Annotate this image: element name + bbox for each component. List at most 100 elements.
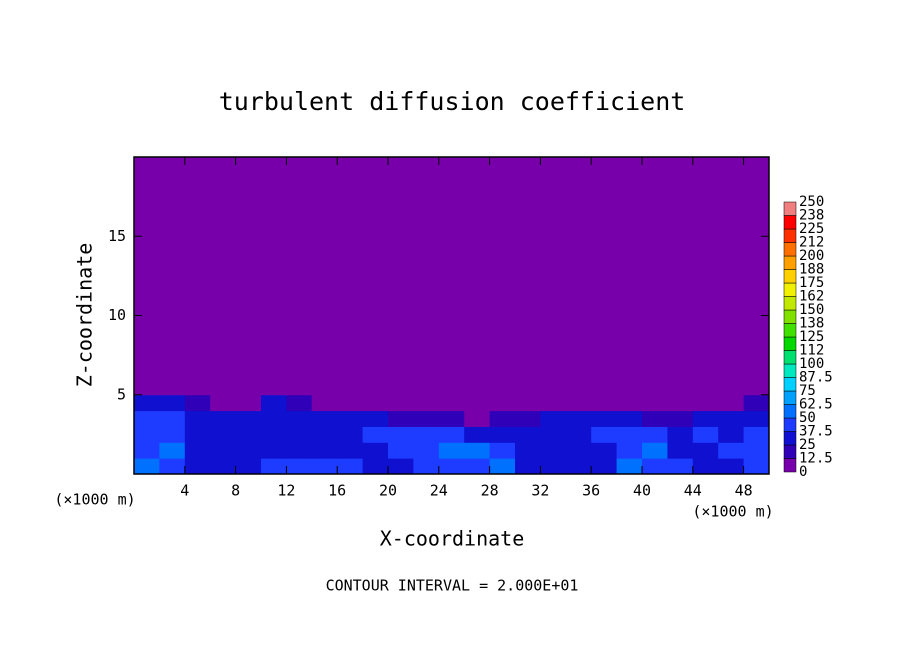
field-cell: [540, 442, 567, 459]
colorbar-swatch: [783, 431, 797, 446]
colorbar-label: 25: [799, 437, 816, 453]
x-tick-label: 8: [231, 482, 240, 500]
colorbar-swatch: [783, 215, 797, 230]
field-cell: [718, 394, 745, 412]
field-cell: [362, 157, 389, 396]
field-cell: [311, 442, 338, 459]
field-cell: [540, 426, 567, 443]
colorbar-label: 125: [799, 329, 824, 345]
field-cell: [464, 458, 491, 475]
field-cell: [438, 442, 465, 459]
field-cell: [235, 410, 262, 427]
field-cell: [667, 410, 694, 427]
field-cell: [464, 426, 491, 443]
field-cell: [565, 157, 592, 396]
colorbar-label: 0: [799, 464, 807, 480]
field-cell: [743, 458, 770, 475]
field-cell: [692, 426, 719, 443]
field-cell: [286, 458, 313, 475]
field-cell: [489, 157, 516, 396]
x-unit-label: (×1000 m): [692, 503, 773, 521]
field-cell: [261, 157, 287, 396]
field-cell: [134, 458, 160, 475]
field-cell: [438, 157, 465, 396]
colorbar-swatch: [783, 444, 797, 459]
field-cell: [337, 157, 364, 396]
colorbar-label: 75: [799, 383, 816, 399]
field-cell: [515, 157, 541, 396]
field-cell: [184, 426, 211, 443]
colorbar-swatch: [783, 201, 797, 216]
field-cell: [464, 410, 491, 427]
x-tick-label: 4: [180, 482, 189, 500]
y-tick-label: 10: [108, 306, 126, 324]
field-cell: [489, 442, 516, 459]
colorbar-swatch: [783, 363, 797, 378]
field-cell: [337, 410, 364, 427]
field-cell: [591, 157, 618, 396]
field-cell: [261, 394, 287, 412]
field-cell: [159, 458, 186, 475]
field-cell: [591, 458, 618, 475]
field-cell: [235, 442, 262, 459]
colorbar-swatch: [783, 255, 797, 270]
field-cell: [413, 157, 440, 396]
field-cell: [667, 157, 694, 396]
field-cell: [616, 410, 643, 427]
field-cell: [261, 410, 287, 427]
x-tick-label: 32: [531, 482, 549, 500]
field-cell: [591, 410, 618, 427]
field-cell: [159, 157, 186, 396]
field-cell: [261, 458, 287, 475]
field-cell: [235, 426, 262, 443]
field-cell: [565, 442, 592, 459]
field-cell: [438, 458, 465, 475]
field-cell: [743, 426, 770, 443]
x-tick-label: 48: [735, 482, 753, 500]
colorbar-swatch: [783, 404, 797, 419]
field-cell: [362, 410, 389, 427]
field-cell: [337, 394, 364, 412]
field-cell: [515, 458, 541, 475]
field-cell: [286, 442, 313, 459]
field-cell: [337, 442, 364, 459]
field-cell: [642, 442, 668, 459]
field-cell: [591, 426, 618, 443]
x-tick-label: 20: [379, 482, 397, 500]
field-cell: [464, 394, 491, 412]
field-cell: [743, 410, 770, 427]
field-cell: [362, 442, 389, 459]
colorbar-label: 188: [799, 262, 824, 278]
field-cell: [184, 394, 211, 412]
colorbar-swatch: [783, 323, 797, 338]
field-cell: [718, 458, 745, 475]
field-cell: [692, 410, 719, 427]
field-cell: [159, 394, 186, 412]
field-cell: [642, 410, 668, 427]
footnote: CONTOUR INTERVAL = 2.000E+01: [326, 577, 579, 595]
field-cell: [565, 426, 592, 443]
colorbar-swatch: [783, 269, 797, 284]
field-cell: [718, 426, 745, 443]
field-cell: [413, 426, 440, 443]
field-cell: [286, 426, 313, 443]
field-cell: [718, 157, 745, 396]
field-cell: [159, 442, 186, 459]
field-cell: [591, 442, 618, 459]
field-cell: [616, 426, 643, 443]
x-tick-label: 12: [277, 482, 295, 500]
field-cell: [591, 394, 618, 412]
field-cell: [692, 394, 719, 412]
x-tick-label: 16: [328, 482, 346, 500]
field-cell: [667, 426, 694, 443]
field-cell: [261, 426, 287, 443]
field-cell: [235, 394, 262, 412]
field-cell: [413, 442, 440, 459]
field-cell: [616, 458, 643, 475]
field-cell: [692, 157, 719, 396]
field-cell: [388, 458, 414, 475]
field-cell: [337, 426, 364, 443]
field-cell: [464, 442, 491, 459]
field-cell: [616, 157, 643, 396]
